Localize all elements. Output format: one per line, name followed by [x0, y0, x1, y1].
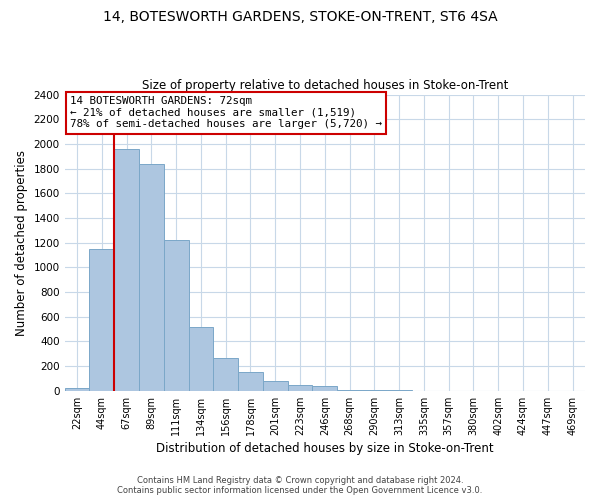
Text: Contains HM Land Registry data © Crown copyright and database right 2024.
Contai: Contains HM Land Registry data © Crown c… — [118, 476, 482, 495]
Bar — [238, 372, 263, 391]
Bar — [362, 390, 387, 391]
Bar — [114, 149, 139, 391]
Bar — [89, 249, 114, 391]
Bar — [263, 381, 287, 391]
Bar — [188, 326, 214, 391]
Bar — [139, 164, 164, 391]
Bar — [387, 390, 412, 391]
Y-axis label: Number of detached properties: Number of detached properties — [15, 150, 28, 336]
Bar — [337, 390, 362, 391]
Title: Size of property relative to detached houses in Stoke-on-Trent: Size of property relative to detached ho… — [142, 79, 508, 92]
Bar — [313, 386, 337, 391]
Text: 14 BOTESWORTH GARDENS: 72sqm
← 21% of detached houses are smaller (1,519)
78% of: 14 BOTESWORTH GARDENS: 72sqm ← 21% of de… — [70, 96, 382, 129]
X-axis label: Distribution of detached houses by size in Stoke-on-Trent: Distribution of detached houses by size … — [156, 442, 494, 455]
Text: 14, BOTESWORTH GARDENS, STOKE-ON-TRENT, ST6 4SA: 14, BOTESWORTH GARDENS, STOKE-ON-TRENT, … — [103, 10, 497, 24]
Bar — [164, 240, 188, 391]
Bar — [214, 358, 238, 391]
Bar — [287, 384, 313, 391]
Bar — [65, 388, 89, 391]
